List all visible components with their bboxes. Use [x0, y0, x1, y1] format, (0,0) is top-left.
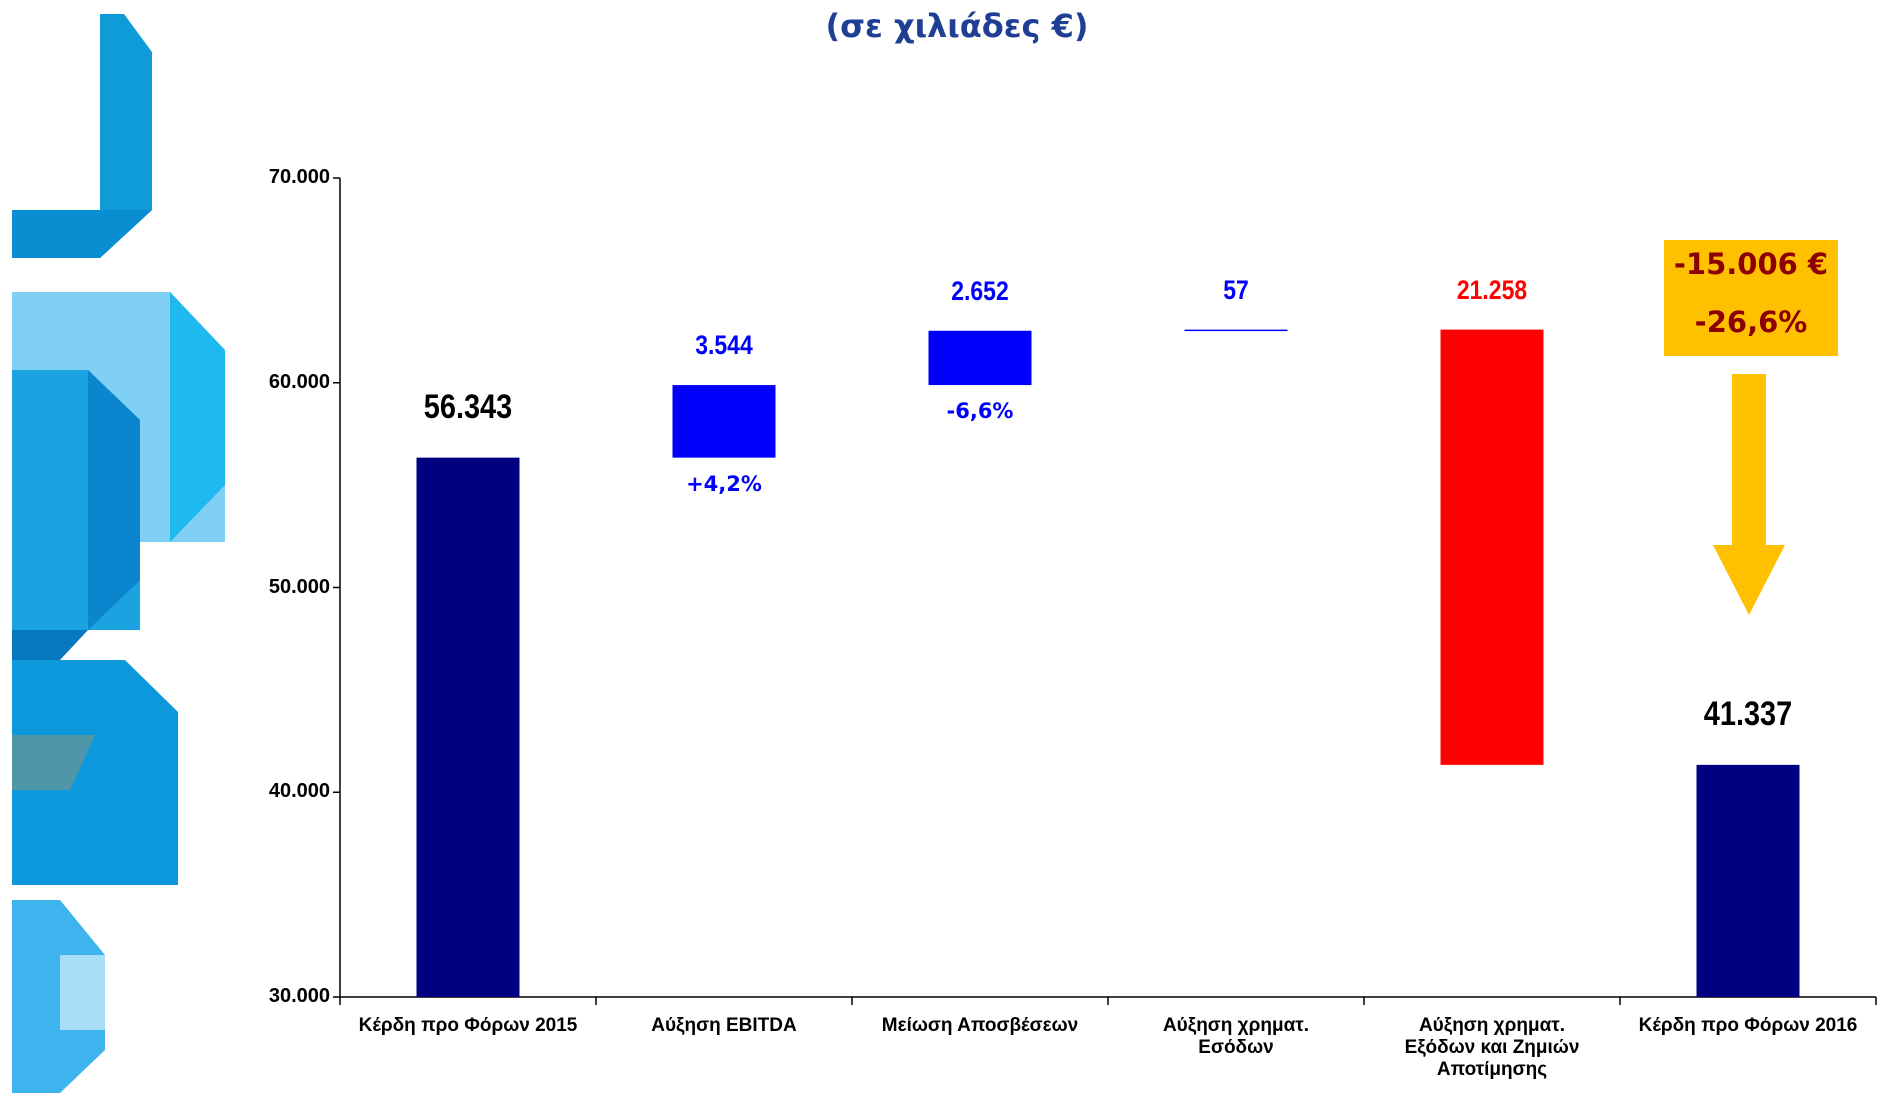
bar [1440, 329, 1544, 765]
bar [1184, 329, 1288, 332]
value-label: 41.337 [1703, 694, 1793, 733]
bar [416, 457, 520, 997]
x-tick-label: Αύξηση χρηματ. Εξόδων και Ζημιών Αποτίμη… [1404, 1015, 1580, 1080]
sub-label: +4,2% [686, 471, 762, 496]
callout-box [1664, 240, 1838, 356]
y-tick-label: 70.000 [268, 166, 330, 188]
logo [12, 14, 225, 1093]
y-tick-label: 40.000 [268, 780, 330, 803]
x-tick-label: Μείωση Αποσβέσεων [881, 1015, 1079, 1036]
y-tick-label: 30.000 [268, 985, 330, 1007]
x-tick-label: Κέρδη προ Φόρων 2015 [358, 1015, 578, 1036]
y-tick-label: 50.000 [268, 575, 330, 598]
bar [672, 385, 776, 458]
bar [928, 330, 1032, 386]
x-tick-label: Αύξηση EBITDA [651, 1015, 797, 1036]
value-label: 2.652 [951, 275, 1009, 306]
value-label: 56.343 [423, 387, 513, 426]
callout-arrow [1713, 374, 1785, 615]
value-label: 21.258 [1456, 274, 1528, 305]
x-tick-label: Κέρδη προ Φόρων 2016 [1638, 1015, 1858, 1036]
callout-text: -15.006 € [1673, 247, 1829, 281]
value-label: 57 [1223, 274, 1249, 305]
x-tick-label: Αύξηση χρηματ. Εσόδων [1162, 1015, 1310, 1058]
callout-text: -26,6% [1694, 305, 1808, 339]
chart-title: (σε χιλιάδες €) [825, 7, 1089, 45]
bar [1696, 764, 1800, 997]
y-tick-label: 60.000 [268, 370, 330, 393]
value-label: 3.544 [695, 330, 753, 361]
sub-label: -6,6% [946, 399, 1014, 424]
